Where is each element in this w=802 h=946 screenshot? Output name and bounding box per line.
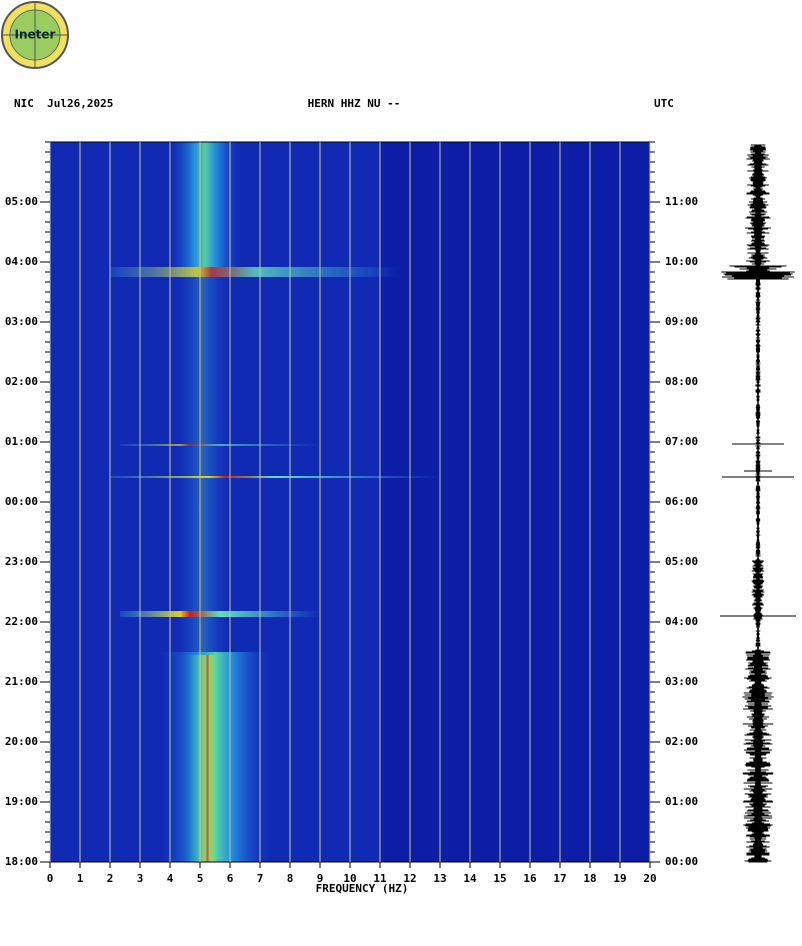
y2-tick-label: 11:00 — [665, 195, 698, 208]
y-tick-label: 00:00 — [5, 495, 38, 508]
x-tick-label: 11 — [373, 872, 387, 885]
x-tick-label: 8 — [287, 872, 294, 885]
y2-tick-label: 02:00 — [665, 735, 698, 748]
y-tick-label: 01:00 — [5, 435, 38, 448]
x-tick-label: 0 — [47, 872, 54, 885]
y-tick-label: 18:00 — [5, 855, 38, 868]
header-right: UTC — [654, 97, 674, 110]
y2-tick-label: 04:00 — [665, 615, 698, 628]
y-tick-label: 04:00 — [5, 255, 38, 268]
x-tick-label: 14 — [463, 872, 477, 885]
y2-tick-label: 05:00 — [665, 555, 698, 568]
y-tick-label: 05:00 — [5, 195, 38, 208]
x-tick-label: 9 — [317, 872, 324, 885]
y2-tick-label: 08:00 — [665, 375, 698, 388]
x-tick-label: 15 — [493, 872, 506, 885]
x-tick-label: 12 — [403, 872, 416, 885]
x-tick-label: 7 — [257, 872, 264, 885]
y2-tick-label: 00:00 — [665, 855, 698, 868]
x-tick-label: 6 — [227, 872, 234, 885]
y-tick-label: 21:00 — [5, 675, 38, 688]
y2-tick-label: 01:00 — [665, 795, 698, 808]
x-tick-label: 13 — [433, 872, 446, 885]
y-tick-label: 03:00 — [5, 315, 38, 328]
logo-text: Ineter — [15, 28, 56, 42]
x-tick-label: 2 — [107, 872, 114, 885]
y2-tick-label: 06:00 — [665, 495, 698, 508]
x-tick-label: 10 — [343, 872, 356, 885]
event — [120, 444, 320, 446]
y-tick-label: 23:00 — [5, 555, 38, 568]
logo: Ineter — [1, 1, 69, 69]
x-tick-label: 4 — [167, 872, 174, 885]
event — [110, 476, 440, 478]
tremor-core — [185, 655, 230, 862]
y2-tick-label: 10:00 — [665, 255, 698, 268]
x-tick-label: 20 — [643, 872, 656, 885]
y2-tick-label: 09:00 — [665, 315, 698, 328]
chart-title: HERN HHZ NU -- — [308, 97, 401, 110]
event — [120, 611, 320, 617]
y-tick-label: 19:00 — [5, 795, 38, 808]
x-tick-label: 5 — [197, 872, 204, 885]
x-tick-label: 1 — [77, 872, 84, 885]
y-tick-label: 22:00 — [5, 615, 38, 628]
y2-tick-label: 07:00 — [665, 435, 698, 448]
x-tick-label: 19 — [613, 872, 626, 885]
x-axis-label: FREQUENCY (HZ) — [316, 882, 409, 895]
y-tick-label: 20:00 — [5, 735, 38, 748]
x-tick-label: 18 — [583, 872, 596, 885]
header-left: NIC Jul26,2025 — [14, 97, 113, 110]
x-tick-label: 17 — [553, 872, 566, 885]
tremor-column — [170, 142, 240, 277]
event — [110, 267, 400, 277]
seismogram — [721, 144, 795, 863]
x-tick-label: 16 — [523, 872, 537, 885]
tremor-column — [175, 277, 230, 652]
x-tick-label: 3 — [137, 872, 144, 885]
y-tick-label: 02:00 — [5, 375, 38, 388]
y2-tick-label: 03:00 — [665, 675, 698, 688]
